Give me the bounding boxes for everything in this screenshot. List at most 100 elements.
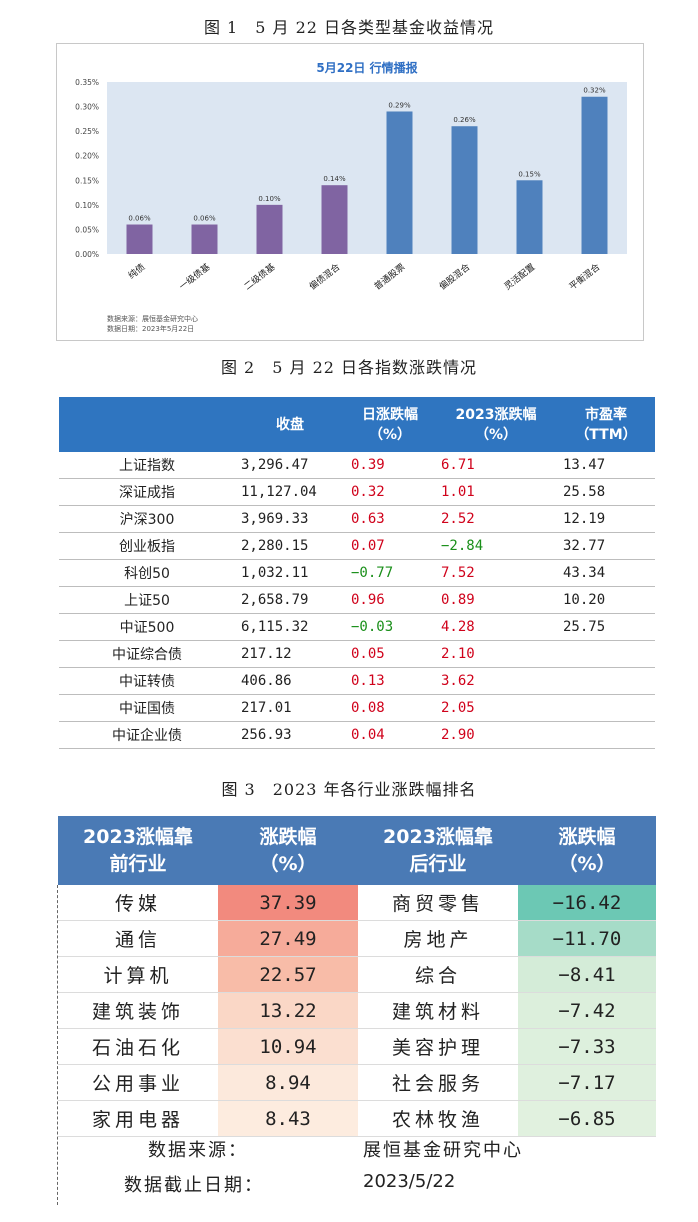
index-name: 沪深300 (59, 505, 235, 533)
day-change: 0.32 (345, 478, 435, 506)
ytd-change: 2.52 (435, 505, 557, 533)
bottom-industry-name: 建筑材料 (358, 992, 518, 1029)
bottom-industry-name: 社会服务 (358, 1064, 518, 1101)
bottom-industry-change: −7.17 (518, 1064, 656, 1101)
figure1-caption: 图 1 5 月 22 日各类型基金收益情况 (203, 18, 495, 37)
pe-ttm: 13.47 (557, 452, 655, 479)
bar-value-label: 0.10% (258, 195, 281, 203)
bar (126, 224, 153, 254)
day-change: 0.04 (345, 721, 435, 749)
index-name: 科创50 (59, 559, 235, 587)
y-tick-label: 0.00% (75, 250, 99, 259)
ytd-change: 1.01 (435, 478, 557, 506)
bottom-industry-name: 商贸零售 (358, 885, 518, 921)
bar-value-label: 0.06% (128, 215, 151, 223)
source-value: 展恒基金研究中心 (363, 1140, 523, 1161)
day-change: 0.13 (345, 667, 435, 695)
table-row: 石油石化 10.94 美容护理 −7.33 (58, 1028, 656, 1065)
x-category-label: 偏股混合 (437, 261, 473, 293)
x-category-label: 一级债基 (177, 261, 213, 293)
y-tick-label: 0.05% (75, 225, 99, 234)
bar (581, 96, 608, 254)
bar-value-label: 0.29% (388, 101, 411, 109)
index-table-header-cell: 2023涨跌幅 （%） (435, 397, 557, 452)
ytd-change: 0.89 (435, 586, 557, 614)
top-industry-change: 22.57 (218, 956, 358, 993)
ytd-change: 3.62 (435, 667, 557, 695)
top-industry-name: 石油石化 (58, 1028, 218, 1065)
day-change: −0.77 (345, 559, 435, 587)
table-row: 中证国债 217.01 0.08 2.05 (59, 694, 655, 722)
top-industry-name: 通信 (58, 920, 218, 957)
close-value: 2,658.79 (235, 586, 345, 614)
bar-value-label: 0.15% (518, 170, 541, 178)
bottom-industry-name: 综合 (358, 956, 518, 993)
x-category-label: 普通股票 (372, 261, 408, 293)
day-change: 0.05 (345, 640, 435, 668)
close-value: 3,969.33 (235, 505, 345, 533)
table-row: 创业板指 2,280.15 0.07 −2.84 32.77 (59, 532, 655, 560)
chart-date-note: 数据日期：2023年5月22日 (107, 325, 195, 333)
index-table-header-cell (59, 397, 235, 452)
top-industry-name: 计算机 (58, 956, 218, 993)
day-change: 0.08 (345, 694, 435, 722)
top-industry-change: 10.94 (218, 1028, 358, 1065)
bar-chart-svg: 5月22日 行情播报 0.00% 0.05% 0.10% 0.15% 0.20% 0.25%… (75, 60, 627, 293)
top-industry-change: 27.49 (218, 920, 358, 957)
pe-ttm: 25.75 (557, 613, 655, 641)
pe-ttm (557, 694, 655, 722)
table-row: 上证50 2,658.79 0.96 0.89 10.20 (59, 586, 655, 614)
table-row: 公用事业 8.94 社会服务 −7.17 (58, 1064, 656, 1101)
pe-ttm (557, 667, 655, 695)
bar-value-label: 0.14% (323, 175, 346, 183)
bar-value-label: 0.26% (453, 116, 476, 124)
industry-table-header-cell: 涨跌幅 （%） (518, 816, 656, 885)
day-change: 0.63 (345, 505, 435, 533)
industry-table-header: 2023涨幅靠 前行业 涨跌幅 （%） 2023涨幅靠 后行业 涨跌幅 （%） (58, 816, 656, 885)
figure3-caption: 图 3 2023 年各行业涨跌幅排名 (221, 780, 477, 799)
y-tick-label: 0.20% (75, 152, 99, 161)
bar (386, 111, 413, 254)
chart-title: 5月22日 行情播报 (316, 60, 417, 75)
pe-ttm: 12.19 (557, 505, 655, 533)
index-name: 上证指数 (59, 452, 235, 479)
dashed-divider (57, 885, 58, 1205)
ytd-change: 7.52 (435, 559, 557, 587)
table-row: 通信 27.49 房地产 −11.70 (58, 920, 656, 957)
bar (451, 126, 478, 254)
bar (191, 224, 218, 254)
index-name: 深证成指 (59, 478, 235, 506)
close-value: 6,115.32 (235, 613, 345, 641)
pe-ttm: 10.20 (557, 586, 655, 614)
x-category-label: 平衡混合 (567, 261, 603, 293)
day-change: −0.03 (345, 613, 435, 641)
bottom-industry-change: −6.85 (518, 1100, 656, 1137)
bottom-industry-name: 农林牧渔 (358, 1100, 518, 1137)
table-row: 中证综合债 217.12 0.05 2.10 (59, 640, 655, 668)
pe-ttm: 25.58 (557, 478, 655, 506)
ytd-change: 4.28 (435, 613, 557, 641)
table-row: 沪深300 3,969.33 0.63 2.52 12.19 (59, 505, 655, 533)
table-row: 传媒 37.39 商贸零售 −16.42 (58, 885, 656, 921)
x-category-label: 偏债混合 (307, 261, 343, 293)
ytd-change: 2.05 (435, 694, 557, 722)
top-industry-name: 家用电器 (58, 1100, 218, 1137)
x-category-label: 纯债 (126, 261, 148, 282)
close-value: 217.12 (235, 640, 345, 668)
plot-area (107, 82, 627, 254)
figure2-caption: 图 2 5 月 22 日各指数涨跌情况 (220, 358, 478, 377)
table-row: 中证企业债 256.93 0.04 2.90 (59, 721, 655, 749)
table-row: 计算机 22.57 综合 −8.41 (58, 956, 656, 993)
bar (321, 185, 348, 254)
bottom-industry-name: 房地产 (358, 920, 518, 957)
index-table-header-cell: 收盘 (235, 397, 345, 452)
bottom-industry-change: −16.42 (518, 885, 656, 921)
close-value: 1,032.11 (235, 559, 345, 587)
top-industry-change: 8.94 (218, 1064, 358, 1101)
bar (516, 180, 543, 254)
table-row: 深证成指 11,127.04 0.32 1.01 25.58 (59, 478, 655, 506)
index-name: 创业板指 (59, 532, 235, 560)
index-name: 上证50 (59, 586, 235, 614)
fund-returns-chart: 5月22日 行情播报 0.00% 0.05% 0.10% 0.15% 0.20% 0.25%… (56, 43, 644, 341)
y-tick-label: 0.25% (75, 127, 99, 136)
